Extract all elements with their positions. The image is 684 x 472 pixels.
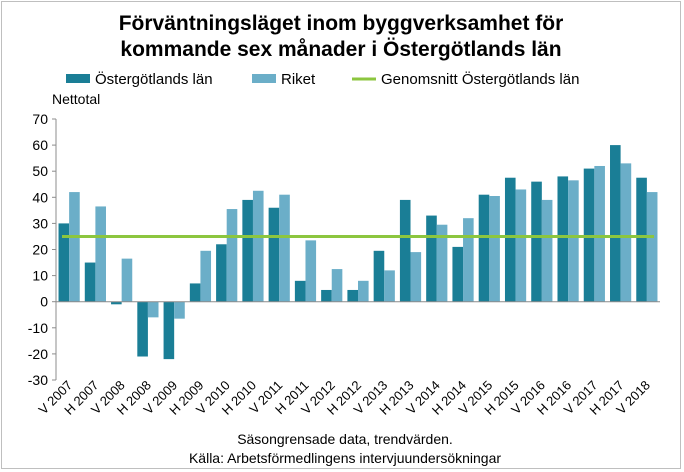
y-axis-ticks: 70 60 50 40 30 20 10 0 -10 -20 -30 [28, 111, 56, 388]
bar [111, 301, 122, 305]
bar [373, 250, 385, 302]
bar [216, 244, 227, 302]
bar [252, 190, 264, 302]
bar [226, 209, 238, 302]
bar [426, 215, 437, 302]
bar [200, 250, 212, 302]
bar [531, 181, 542, 302]
bar [541, 199, 553, 302]
bar [463, 218, 474, 302]
legend: Östergötlands län Riket Genomsnitt Öster… [66, 70, 579, 88]
bar [58, 223, 70, 302]
bar [557, 176, 569, 302]
bar [84, 262, 96, 302]
legend-label-series-2: Riket [281, 71, 316, 88]
y-tick-label: -30 [28, 372, 48, 388]
bar [294, 280, 306, 302]
bar [305, 240, 317, 302]
bar [436, 224, 448, 302]
bar [478, 194, 490, 302]
chart-title-line-2: kommande sex månader i Östergötlands län [120, 38, 561, 61]
y-tick-label: 50 [32, 163, 48, 179]
bar [321, 289, 332, 302]
bar [147, 301, 159, 318]
bar [610, 145, 621, 302]
bar [69, 192, 80, 302]
bar [515, 189, 527, 302]
y-tick-label: -10 [28, 320, 48, 336]
y-tick-label: 20 [32, 242, 48, 258]
bar [331, 269, 343, 302]
bar [410, 252, 422, 302]
bar [189, 283, 201, 302]
axes [55, 119, 660, 380]
bar [399, 199, 411, 302]
legend-swatch-series-1 [66, 74, 90, 83]
legend-label-series-1: Östergötlands län [95, 70, 213, 88]
bar [358, 280, 369, 302]
legend-label-average-line: Genomsnitt Östergötlands län [381, 70, 579, 88]
footer-source: Källa: Arbetsförmedlingens intervjuunder… [189, 450, 501, 466]
chart-title-line-1: Förväntningsläget inom byggverksamhet fö… [119, 12, 564, 35]
y-tick-label: 30 [32, 215, 48, 231]
bar [384, 270, 395, 302]
bar [163, 301, 175, 360]
bar [568, 180, 579, 302]
footer-note: Säsongrensade data, trendvärden. [237, 431, 453, 447]
bar [279, 194, 290, 302]
bar [489, 196, 500, 302]
bar [242, 199, 253, 302]
bars [58, 145, 658, 360]
bar [95, 206, 106, 302]
bar [452, 246, 464, 302]
bar [594, 165, 605, 302]
y-tick-label: 0 [40, 294, 48, 310]
legend-swatch-series-2 [252, 74, 276, 83]
bar [121, 258, 133, 302]
bar [636, 177, 647, 302]
y-tick-label: 40 [32, 189, 48, 205]
bar [137, 301, 148, 357]
bar [174, 301, 185, 319]
bar [268, 207, 280, 302]
bar [504, 177, 516, 302]
y-tick-label: 60 [32, 137, 48, 153]
y-tick-label: 10 [32, 268, 48, 284]
bar [620, 163, 632, 302]
bar [347, 289, 358, 302]
bar [646, 192, 658, 302]
y-tick-label: -20 [28, 346, 48, 362]
y-tick-label: 70 [32, 111, 48, 127]
y-axis-label: Nettotal [52, 91, 100, 107]
